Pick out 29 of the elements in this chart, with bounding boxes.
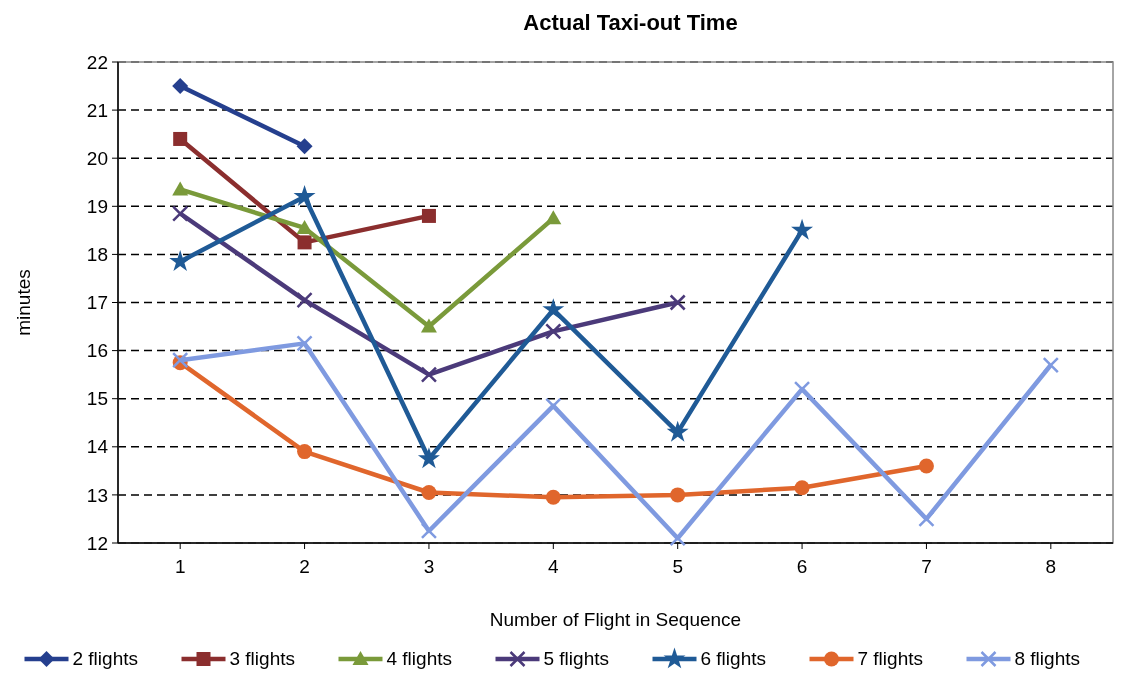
x-tick-label: 5	[672, 556, 683, 577]
x-tick-label: 7	[921, 556, 932, 577]
y-tick-label: 13	[86, 484, 108, 506]
y-tick-label: 14	[86, 436, 109, 458]
y-tick-label: 15	[86, 388, 108, 410]
legend-label: 7 flights	[857, 648, 923, 669]
x-tick-label: 6	[796, 556, 808, 577]
y-tick-label: 18	[86, 244, 108, 266]
y-tick-label: 12	[86, 532, 108, 554]
y-tick-label: 21	[86, 99, 108, 121]
legend-label: 2 flights	[72, 648, 138, 669]
y-tick-label: 17	[86, 292, 108, 314]
legend-label: 3 flights	[229, 648, 295, 669]
y-tick-label: 20	[86, 147, 108, 169]
y-tick-label: 19	[86, 195, 108, 217]
legend-label: 5 flights	[543, 648, 609, 669]
legend-label: 6 flights	[700, 648, 766, 669]
x-tick-label: 4	[548, 556, 560, 577]
x-tick-label: 3	[423, 556, 435, 577]
legend-label: 4 flights	[386, 648, 452, 669]
x-tick-label: 8	[1045, 556, 1057, 577]
chart-title: Actual Taxi-out Time	[523, 10, 738, 35]
legend-label: 8 flights	[1014, 648, 1080, 669]
y-tick-label: 16	[86, 340, 108, 362]
x-tick-label: 1	[174, 556, 186, 577]
x-tick-label: 2	[299, 556, 310, 577]
x-axis-title: Number of Flight in Sequence	[489, 609, 742, 630]
y-tick-label: 22	[86, 51, 108, 73]
y-axis-title: minutes	[13, 269, 34, 336]
